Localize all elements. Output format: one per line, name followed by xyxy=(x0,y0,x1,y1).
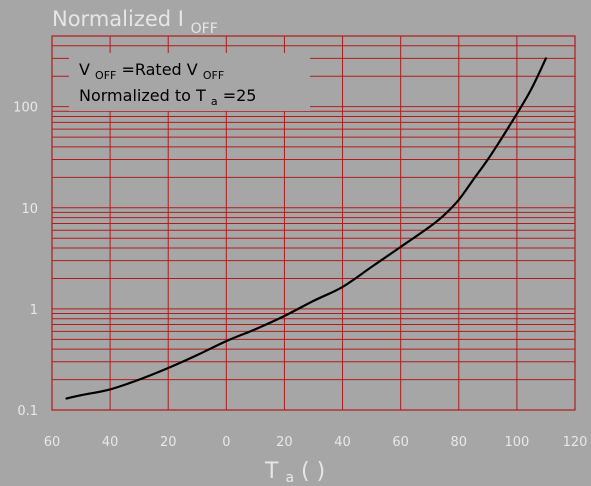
y-tick-label: 1 xyxy=(30,303,38,318)
series-line xyxy=(65,57,547,400)
annotation-line2-tail: =25 xyxy=(223,86,257,105)
y-axis-ticks: 0.1 1 10 100 xyxy=(13,101,38,419)
y-tick-label: 0.1 xyxy=(17,404,38,419)
x-axis-label-sub: a xyxy=(285,470,294,486)
annotation-line2: Normalized to T a =25 xyxy=(79,86,256,109)
series-line-group xyxy=(65,57,547,400)
x-axis-label-unit: ( ) xyxy=(301,459,325,484)
x-tick-label: 120 xyxy=(563,435,588,450)
x-axis-label: T a ( ) xyxy=(264,459,325,486)
annotation-line1: V OFF =Rated V OFF xyxy=(79,60,224,83)
x-tick-label: 40 xyxy=(102,435,119,450)
title-sub: OFF xyxy=(191,21,218,37)
x-tick-label: 40 xyxy=(334,435,351,450)
x-tick-label: 20 xyxy=(160,435,177,450)
chart-title: Normalized I OFF xyxy=(52,7,218,37)
x-axis-ticks: 60 40 20 0 20 40 60 80 100 120 xyxy=(44,435,588,450)
y-tick-label: 100 xyxy=(13,101,38,116)
annotation-line2-sub: a xyxy=(211,95,218,108)
y-tick-label: 10 xyxy=(21,202,38,217)
annotation-line1-main-b: =Rated V xyxy=(121,60,197,79)
annotation-box xyxy=(69,53,310,111)
annotation-line1-sub-b: OFF xyxy=(203,69,224,82)
x-tick-label: 20 xyxy=(276,435,293,450)
x-tick-label: 60 xyxy=(44,435,61,450)
x-axis-label-main: T xyxy=(264,459,279,484)
annotation-line2-main: Normalized to T xyxy=(79,86,206,105)
x-tick-label: 0 xyxy=(222,435,230,450)
annotation-line1-main-a: V xyxy=(79,60,90,79)
annotation-line1-sub-a: OFF xyxy=(95,69,116,82)
x-tick-label: 80 xyxy=(451,435,468,450)
title-main: Normalized I xyxy=(52,7,184,31)
x-tick-label: 60 xyxy=(392,435,409,450)
x-tick-label: 100 xyxy=(504,435,529,450)
